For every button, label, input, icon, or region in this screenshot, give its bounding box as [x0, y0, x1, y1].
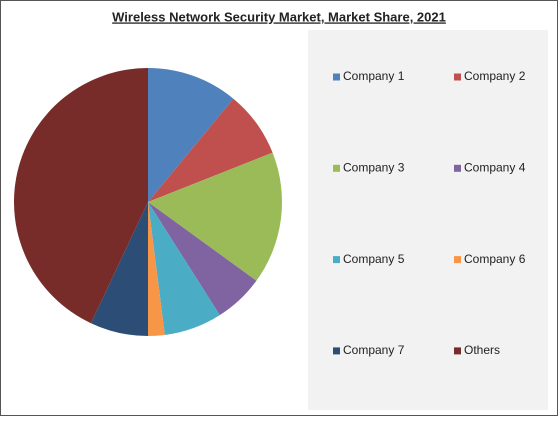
pie-slice: [14, 68, 149, 324]
pie-slice: [148, 202, 220, 335]
pie-slice: [90, 202, 148, 336]
legend-label: Company 2: [464, 69, 526, 83]
legend-label: Company 6: [464, 252, 526, 266]
legend-label: Company 3: [343, 160, 405, 174]
legend-label: Others: [464, 343, 500, 357]
legend-label: Company 7: [343, 343, 405, 357]
legend-swatch: [454, 164, 461, 172]
chart-title: Wireless Network Security Market, Market…: [112, 9, 446, 24]
legend-swatch: [454, 347, 461, 355]
legend-swatch: [333, 256, 340, 264]
pie-slice: [148, 98, 273, 202]
legend-swatch: [454, 256, 461, 264]
pie-slice: [148, 202, 257, 316]
pie-slice: [148, 202, 165, 336]
legend-swatch: [333, 347, 340, 355]
legend-box: [308, 30, 548, 410]
legend-label: Company 5: [343, 252, 405, 266]
pie-slice: [148, 68, 234, 202]
legend-label: Company 1: [343, 69, 405, 83]
legend-swatch: [333, 73, 340, 81]
legend-swatch: [333, 164, 340, 172]
legend-label: Company 4: [464, 160, 526, 174]
pie-slice: [148, 152, 282, 281]
legend-swatch: [454, 73, 461, 81]
